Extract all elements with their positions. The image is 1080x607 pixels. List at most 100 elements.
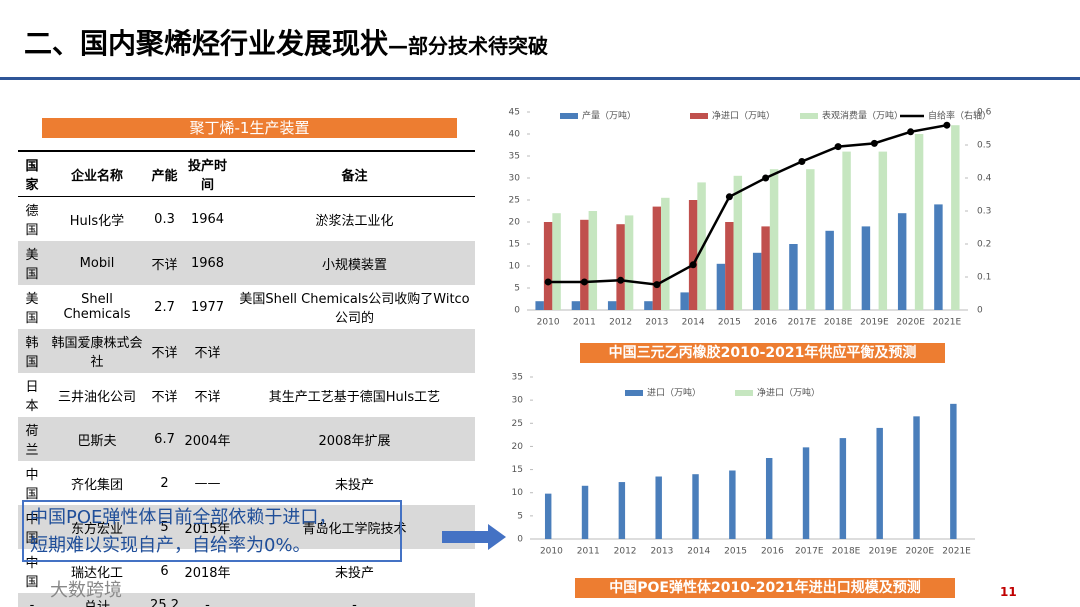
header-cell: 企业名称	[45, 150, 149, 197]
table-cell: 6	[160, 563, 169, 579]
table-cell: 未投产	[334, 477, 374, 493]
bar	[692, 474, 699, 539]
table-title: 聚丁烯-1生产装置	[42, 118, 457, 138]
table-cell: 2	[160, 475, 169, 491]
table-cell: 德国	[25, 204, 39, 238]
legend-label: 净进口（万吨）	[712, 110, 775, 122]
table-cell: 韩国	[18, 329, 46, 373]
y-tick-label: 35	[509, 152, 520, 162]
x-tick-label: 2020E	[905, 547, 934, 557]
x-tick-label: 2011	[577, 547, 600, 557]
title-rule	[0, 77, 1080, 80]
line-point	[834, 143, 842, 151]
bar	[913, 416, 920, 539]
table-row: 美国 Mobil 不详 1968 小规模装置	[18, 241, 475, 285]
x-tick-label: 2018E	[824, 318, 853, 328]
table-cell: 25.2	[148, 593, 181, 607]
bar	[950, 403, 957, 539]
table-row: 德国 Huls化学 0.3 1964 淤浆法工业化	[18, 197, 475, 242]
legend-label: 净进口（万吨）	[757, 387, 820, 399]
table-cell: 美国	[18, 241, 46, 285]
x-tick-label: 2016	[761, 547, 784, 557]
bar	[861, 226, 871, 310]
table-cell: 美国	[25, 292, 39, 326]
line-point	[580, 278, 588, 286]
bar	[897, 213, 907, 310]
chart: 0 5 10 15 20 25 30 35 2010 2011 2012 2013 2014 2015 20…	[512, 373, 975, 557]
table-cell: 未投产	[334, 565, 374, 581]
y-tick-label: 45	[509, 108, 520, 118]
y-tick-label: 5	[517, 511, 523, 521]
x-tick-label: 2019E	[860, 318, 889, 328]
table-cell: 1977	[190, 299, 225, 315]
table-cell: ——	[194, 475, 221, 491]
y-tick-label: 25	[512, 419, 523, 429]
legend-label: 产量（万吨）	[582, 110, 636, 122]
table-cell: -	[18, 593, 46, 607]
bar	[802, 447, 810, 539]
table-row: 中国 齐化集团 2 —— 未投产	[18, 461, 475, 505]
x-tick-label: 2015	[724, 547, 747, 557]
y-tick-label: 0	[514, 306, 520, 316]
bar	[571, 301, 581, 310]
table-cell: 2004年	[181, 417, 234, 461]
x-tick-label: 2013	[645, 318, 668, 328]
bar	[761, 226, 770, 310]
line-point	[725, 193, 733, 201]
bar	[661, 197, 670, 310]
x-tick-label: 2010	[540, 547, 563, 557]
table-row: 日本 三井油化公司 不详 不详 其生产工艺基于德国Huls工艺	[18, 373, 475, 417]
table-row: 中国 瑞达化工 6 2018年 未投产	[18, 549, 475, 593]
chart-caption: 中国三元乙丙橡胶2010-2021年供应平衡及预测	[580, 343, 945, 363]
table-cell: 2008年扩展	[233, 417, 475, 461]
table-cell: 总计	[45, 593, 149, 607]
bar	[733, 175, 743, 310]
x-tick-label: 2017E	[788, 318, 817, 328]
legend-swatch	[560, 113, 578, 119]
table-cell: 不详	[194, 389, 221, 405]
table-cell: 齐化集团	[70, 477, 123, 493]
x-tick-label: 2021E	[942, 547, 971, 557]
x-tick-label: 2012	[609, 318, 632, 328]
bar	[543, 222, 553, 310]
bar	[688, 200, 698, 310]
chart-caption: 中国POE弹性体2010-2021年进出口规模及预测	[575, 578, 955, 598]
table-cell: 青岛化工学院技术	[233, 505, 475, 549]
chart: 0 5 10 15 20 25 30 35 40 45 0 0.1 0.2 0.3 0.4 0.5 0.6 201…	[509, 108, 992, 328]
header-cell: 国家	[18, 150, 46, 197]
table-cell: 不详	[148, 241, 181, 285]
x-tick-label: 2019E	[869, 547, 898, 557]
line-point	[943, 121, 951, 129]
table-cell: 淤浆法工业化	[315, 213, 394, 229]
bar	[544, 493, 552, 539]
table-cell: 其生产工艺基于德国Huls工艺	[268, 389, 441, 405]
y2-tick-label: 0.6	[977, 108, 992, 118]
table-row: 荷兰 巴斯夫 6.7 2004年 2008年扩展	[18, 417, 475, 461]
y-tick-label: 10	[509, 262, 521, 272]
arrow	[442, 524, 506, 550]
y2-tick-label: 0.3	[977, 207, 991, 217]
table-cell: 不详	[148, 329, 181, 373]
title-main: 二、国内聚烯烃行业发展现状	[24, 27, 389, 60]
table-cell: 0.3	[154, 211, 175, 227]
bar	[839, 438, 847, 539]
bar	[716, 263, 726, 310]
table-cell: 1968	[181, 241, 234, 285]
table-row: 美国 Shell Chemicals 2.7 1977 美国Shell Chemical…	[18, 285, 475, 329]
x-tick-label: 2021E	[933, 318, 962, 328]
bar	[878, 151, 888, 310]
line-point	[653, 281, 661, 289]
y2-tick-label: 0	[977, 306, 983, 316]
table-cell: 2015年	[181, 505, 234, 549]
y-tick-label: 30	[509, 174, 521, 184]
y-tick-label: 20	[509, 218, 521, 228]
table: 国家 企业名称 产能 投产时间 备注 德国 Huls化学 0.3 1964 淤浆法工业化 美国 Mob…	[18, 150, 475, 607]
table-cell: 日本	[25, 380, 39, 414]
bar	[535, 301, 544, 310]
y-tick-label: 40	[509, 130, 521, 140]
bar	[876, 427, 883, 539]
y-tick-label: 15	[512, 465, 523, 475]
table-cell: 巴斯夫	[45, 417, 149, 461]
header-row: 国家 企业名称 产能 投产时间 备注	[18, 150, 475, 197]
bar	[725, 222, 734, 310]
